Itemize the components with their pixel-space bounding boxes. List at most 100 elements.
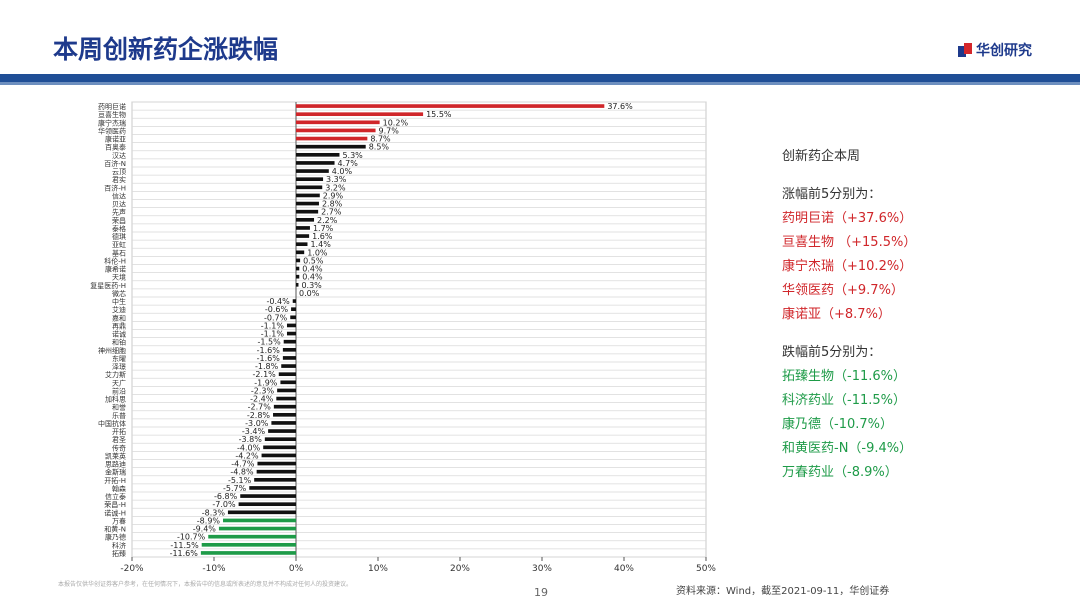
bar <box>281 364 296 368</box>
data-label: -3.0% <box>245 419 269 428</box>
category-label: 泰格 <box>112 224 126 233</box>
bar <box>240 494 296 498</box>
bar <box>256 469 296 474</box>
category-label: 金斯瑞 <box>105 468 126 477</box>
category-label: 诺诚-H <box>104 508 126 517</box>
data-label: -8.9% <box>197 516 221 525</box>
gainer-item: 药明巨诺（+37.6%） <box>782 211 913 226</box>
data-label: -7.0% <box>212 500 236 509</box>
category-label: 和誉 <box>112 403 126 412</box>
data-label: -2.1% <box>253 370 277 379</box>
category-label: 艾迪 <box>112 305 126 314</box>
category-label: 乐普 <box>112 411 126 420</box>
data-label: -10.7% <box>177 533 206 542</box>
loser-item: 拓臻生物（-11.6%） <box>782 369 906 384</box>
category-label: 康乃德 <box>105 533 126 542</box>
category-label: 东曜 <box>112 354 126 363</box>
bar <box>277 388 296 393</box>
data-label: -4.8% <box>230 468 254 477</box>
category-label: 泽璟 <box>112 363 126 371</box>
data-label: -0.7% <box>264 313 288 322</box>
category-label: 汉达 <box>112 151 126 160</box>
losers-header: 跌幅前5分别为： <box>782 345 882 360</box>
bar <box>296 250 305 255</box>
loser-item: 万春药业（-8.9%） <box>782 465 898 480</box>
gainer-item: 华领医药（+9.7%） <box>782 283 904 298</box>
category-label: 微芯 <box>112 289 126 298</box>
category-label: 药明巨诺 <box>98 102 126 111</box>
category-label: 神州细胞 <box>98 346 126 355</box>
category-label: 开拓-H <box>104 476 126 485</box>
bar <box>296 112 424 117</box>
data-label: 2.2% <box>317 216 338 225</box>
bar <box>296 242 308 247</box>
bar <box>296 161 335 165</box>
summary-intro: 创新药企本周 <box>782 149 861 164</box>
category-label: 和黄-N <box>104 525 126 534</box>
bar <box>292 299 296 303</box>
x-tick-label: 40% <box>614 564 634 574</box>
category-label: 中国抗体 <box>98 419 126 428</box>
bar <box>254 477 296 482</box>
category-label: 君圣 <box>112 436 126 444</box>
gainer-item: 康宁杰瑞（+10.2%） <box>782 259 913 274</box>
data-label: -8.3% <box>202 508 226 517</box>
bar <box>283 339 296 344</box>
x-tick-label: 30% <box>532 564 552 574</box>
bar <box>296 177 324 182</box>
data-label: -5.7% <box>223 484 247 493</box>
bar <box>296 258 301 263</box>
category-label: 科济 <box>112 541 126 550</box>
bar <box>273 412 296 417</box>
bar <box>263 445 296 450</box>
bar <box>296 120 380 125</box>
data-label: -11.6% <box>170 549 199 558</box>
loser-item: 康乃德（-10.7%） <box>782 417 893 432</box>
source-note: 资料来源：Wind，截至2021-09-11，华创证券 <box>676 586 890 597</box>
data-label: 0.4% <box>302 273 323 282</box>
data-label: -1.6% <box>257 346 281 355</box>
data-label: 37.6% <box>607 102 633 111</box>
data-label: 8.5% <box>369 143 390 152</box>
x-tick-label: 20% <box>450 564 470 574</box>
data-label: 5.3% <box>342 151 363 160</box>
bar <box>223 518 296 523</box>
data-label: -2.4% <box>250 395 274 404</box>
x-tick-label: -20% <box>120 564 144 574</box>
category-label: 天广 <box>112 378 126 387</box>
category-label: 百济-H <box>104 183 126 192</box>
category-label: 再鼎 <box>112 322 126 330</box>
data-label: -11.5% <box>170 541 199 550</box>
brand-name: 华创研究 <box>976 43 1032 59</box>
category-label: 云顶 <box>112 168 126 176</box>
data-label: 4.7% <box>338 159 359 168</box>
bar <box>208 534 296 539</box>
category-label: 百奥泰 <box>105 143 126 152</box>
category-label: 康希诺 <box>105 265 126 274</box>
category-label: 凯莱英 <box>105 451 126 460</box>
category-label: 德琪 <box>112 232 126 241</box>
data-label: 0.5% <box>303 256 324 265</box>
header-rule-light <box>0 82 1080 85</box>
bar <box>264 437 296 442</box>
data-label: -1.5% <box>257 338 281 347</box>
bar <box>271 421 296 425</box>
bar <box>291 307 296 312</box>
bar <box>296 209 319 214</box>
bar <box>296 144 366 149</box>
loser-item: 科济药业（-11.5%） <box>782 393 906 408</box>
data-label: 1.6% <box>312 232 333 241</box>
bar <box>227 510 296 515</box>
data-label: -6.8% <box>214 492 238 501</box>
bar <box>261 453 296 458</box>
bar <box>296 274 300 279</box>
category-label: 先声 <box>112 208 126 217</box>
category-label: 加科思 <box>105 395 126 404</box>
category-label: 百济-N <box>104 159 126 168</box>
data-label: -4.2% <box>235 451 259 460</box>
brand-mark-icon <box>958 43 972 57</box>
bar <box>296 266 300 271</box>
data-label: -2.3% <box>251 386 275 395</box>
data-label: -2.8% <box>247 411 271 420</box>
